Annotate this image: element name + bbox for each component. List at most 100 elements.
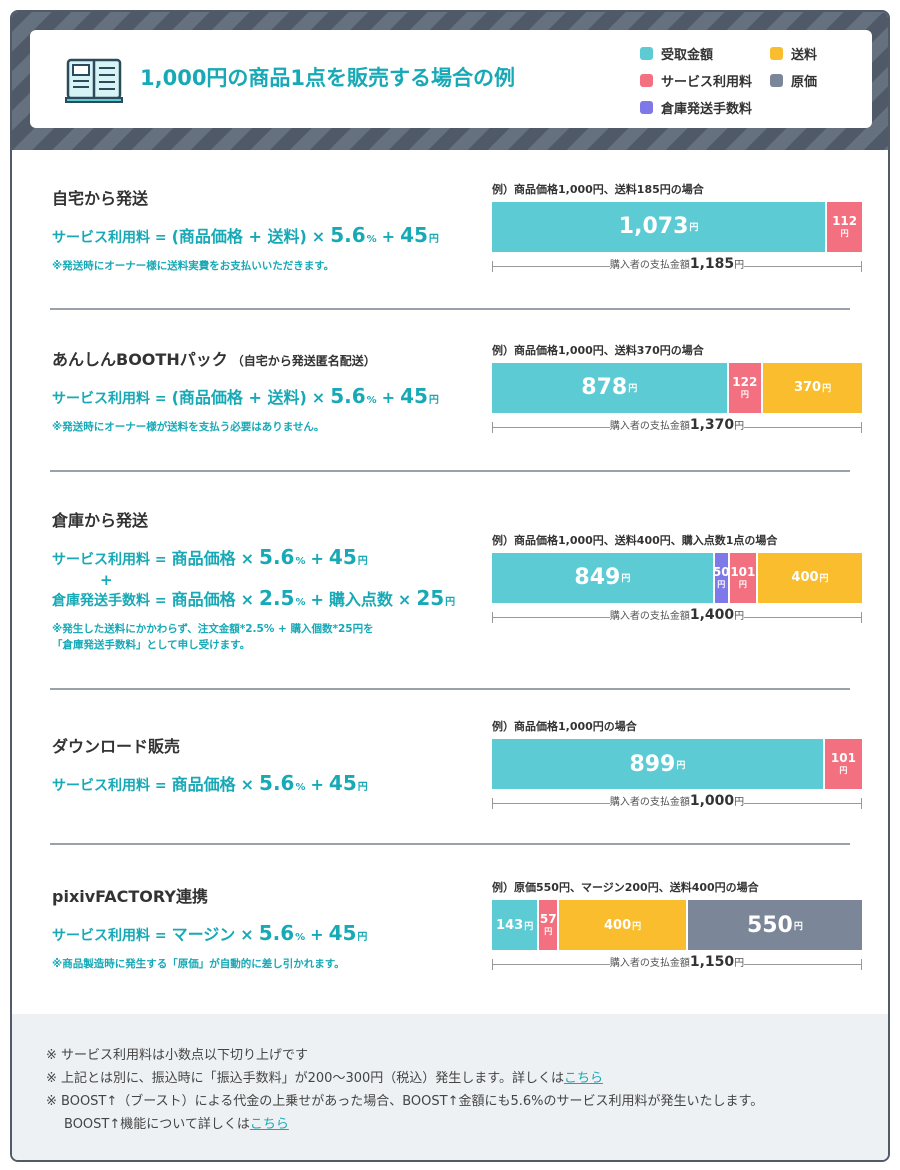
- example: 例）商品価格1,000円、送料370円の場合 878 円 122 円 370 円購入者の支払…: [492, 310, 862, 470]
- formula-part: ×: [311, 226, 326, 246]
- total-line-end: [861, 421, 862, 433]
- formula-part: ×: [240, 925, 254, 944]
- example-caption: 例）原価550円、マージン200円、送料400円の場合: [492, 881, 759, 894]
- footer-note-text: BOOST↑機能について詳しくは: [64, 1117, 250, 1132]
- formula-part: 倉庫発送手数料 =: [52, 593, 167, 609]
- segment-label: 50: [715, 565, 728, 579]
- segment-label: 101: [830, 751, 856, 765]
- section-title: あんしんBOOTHパック （自宅から発送匿名配送）: [52, 346, 470, 370]
- formula-part: +: [310, 590, 324, 609]
- section-title: pixivFACTORY連携: [52, 883, 470, 907]
- example-caption: 例）商品価格1,000円、送料400円、購入点数1点の場合: [492, 533, 778, 547]
- example-caption: 例）商品価格1,000円、送料370円の場合: [492, 343, 704, 357]
- section-text: ダウンロード販売サービス利用料 = 商品価格 × 5.6% +45円: [50, 690, 470, 843]
- total-prefix: 購入者の支払金額: [609, 797, 690, 808]
- formula-part: +: [381, 226, 396, 246]
- formula-part: +: [310, 775, 324, 794]
- segment-unit: 円: [738, 579, 747, 589]
- total-unit: 円: [734, 797, 745, 808]
- segment-label: 400: [791, 570, 819, 585]
- footer-note-text: ※ BOOST↑（ブースト）による代金の上乗せがあった場合、BOOST↑金額にも…: [46, 1094, 764, 1109]
- formula: サービス利用料 = (商品価格 + 送料) × 5.6% +45円: [52, 384, 470, 413]
- total-value: 1,400: [689, 606, 735, 623]
- formula-part: 45: [400, 222, 428, 247]
- section: 倉庫から発送 サービス利用料 = 商品価格 × 5.6% +45円 + 倉庫発送手数料 = 商品…: [50, 472, 862, 690]
- formula-part: ×: [240, 775, 255, 794]
- frame: 1,000円の商品1点を販売する場合の例 受取金額 送料 サービス利用料 原価 倉庫発送…: [10, 10, 890, 1162]
- segment-label: 57: [539, 912, 557, 926]
- total-prefix: 購入者の支払金額: [609, 259, 690, 271]
- title: 1,000円の商品1点を販売する場合の例: [140, 66, 516, 90]
- total-prefix: 購入者の支払金額: [609, 958, 690, 969]
- formula-part: +: [310, 549, 324, 568]
- stacked-bar: 899 円 101 円: [492, 739, 862, 789]
- formula-part: 45: [328, 771, 357, 795]
- formula-part: 5.6: [259, 771, 295, 795]
- example-caption: 例）商品価格1,000円の場合: [492, 720, 637, 733]
- legend-item: 送料: [770, 44, 870, 63]
- formula-part: 商品価格: [171, 775, 236, 794]
- formula-part: %: [295, 556, 306, 567]
- example: 例）商品価格1,000円の場合 899 円 101 円購入者の支払金額1,000円: [492, 690, 862, 843]
- section-title-text: あんしんBOOTHパック: [52, 349, 228, 369]
- total-text: 購入者の支払金額1,150円: [492, 954, 862, 970]
- formula-part: %: [295, 597, 306, 608]
- formula-part: +: [381, 387, 396, 407]
- total-value: 1,000: [689, 793, 735, 809]
- formula-part: (商品価格 + 送料): [171, 226, 307, 246]
- segment-label: 122: [732, 374, 758, 389]
- total-unit: 円: [734, 958, 745, 969]
- section-title: 倉庫から発送: [52, 507, 470, 531]
- footer-link[interactable]: こちら: [563, 1071, 603, 1086]
- bar-segment: 1,073 円: [492, 201, 826, 252]
- bar-segment: 101 円: [824, 739, 862, 789]
- stacked-bar: 878 円 122 円 370 円: [492, 362, 862, 413]
- total: 購入者の支払金額1,400円: [492, 606, 862, 629]
- formula-part: 円: [357, 782, 368, 793]
- total-line-end: [861, 611, 862, 623]
- segment-unit: 円: [840, 228, 849, 238]
- formula-part: 45: [328, 921, 357, 945]
- legend: 受取金額 送料 サービス利用料 原価 倉庫発送手数料: [640, 44, 870, 117]
- segment-unit: 円: [628, 384, 638, 394]
- footer-note: ※ 上記とは別に、振込時に「振込手数料」が200〜300円（税込）発生します。詳…: [46, 1067, 888, 1090]
- total-value: 1,370: [689, 416, 735, 433]
- total: 購入者の支払金額1,370円: [492, 416, 862, 439]
- notes: ※発送時にオーナー様に送料実費をお支払いいただきます。: [52, 258, 470, 274]
- segment-unit: 円: [717, 579, 726, 589]
- legend-label: 倉庫発送手数料: [661, 102, 753, 117]
- total-unit: 円: [734, 610, 745, 622]
- legend-swatch: [640, 47, 653, 60]
- total-text: 購入者の支払金額1,000円: [492, 793, 862, 809]
- section-title: 自宅から発送: [52, 185, 470, 209]
- total-unit: 円: [734, 259, 745, 271]
- footer-link[interactable]: こちら: [249, 1117, 289, 1132]
- footer-note-text: ※ 上記とは別に、振込時に「振込手数料」が200〜300円（税込）発生します。詳…: [46, 1071, 564, 1086]
- segment-unit: 円: [740, 389, 749, 399]
- total-text: 購入者の支払金額1,185円: [492, 255, 862, 272]
- section-title-text: ダウンロード販売: [52, 737, 181, 756]
- segment-label: 550: [746, 912, 793, 938]
- formula-part: 円: [357, 556, 368, 567]
- legend-swatch: [770, 74, 783, 87]
- formula-part: 45: [328, 545, 357, 569]
- segment-unit: 円: [822, 384, 832, 394]
- note: ※発生した送料にかかわらず、注文金額*2.5% + 購入個数*25円を: [52, 623, 374, 635]
- segment-label: 101: [730, 564, 756, 579]
- notes: ※発送時にオーナー様が送料を支払う必要はありません。: [52, 419, 470, 435]
- legend-swatch: [770, 47, 783, 60]
- formula: サービス利用料 = 商品価格 × 5.6% +45円: [52, 771, 470, 800]
- segment-unit: 円: [676, 760, 686, 771]
- bar-segment: 57 円: [539, 900, 558, 950]
- formula-part: マージン: [171, 925, 236, 944]
- formula-part: 5.6: [330, 383, 366, 408]
- bar-segment: 849 円: [492, 552, 713, 603]
- total: 購入者の支払金額1,000円: [492, 793, 862, 815]
- section-subtitle: （自宅から発送匿名配送）: [231, 353, 376, 368]
- segment-unit: 円: [524, 921, 534, 932]
- formula-part: 円: [445, 597, 456, 608]
- formula-part: %: [366, 233, 377, 245]
- bar-segment: 370 円: [763, 362, 862, 413]
- note: ※発送時にオーナー様に送料実費をお支払いいただきます。: [52, 259, 335, 272]
- formula-part: サービス利用料 =: [52, 552, 167, 568]
